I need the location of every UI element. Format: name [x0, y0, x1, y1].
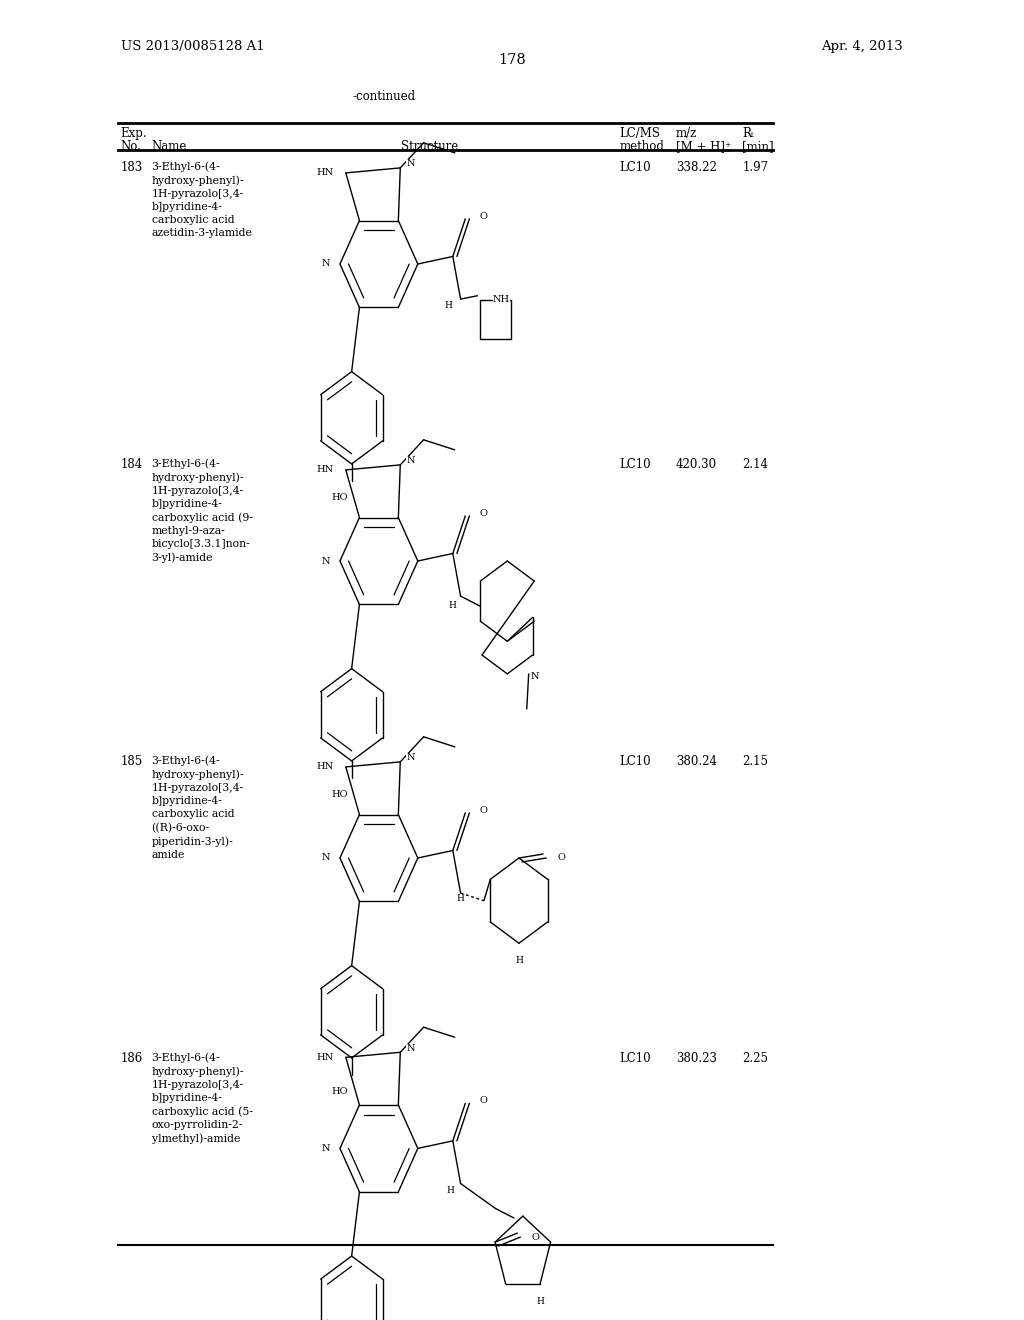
Text: 3-Ethyl-6-(4-
hydroxy-phenyl)-
1H-pyrazolo[3,4-
b]pyridine-4-
carboxylic acid
az: 3-Ethyl-6-(4- hydroxy-phenyl)- 1H-pyrazo…: [152, 161, 253, 239]
Text: O: O: [479, 211, 487, 220]
Text: LC10: LC10: [620, 161, 651, 174]
Text: H: H: [457, 894, 465, 903]
Text: 2.14: 2.14: [742, 458, 768, 471]
Text: method: method: [620, 140, 665, 153]
Text: HN: HN: [316, 763, 334, 771]
Text: N: N: [322, 260, 330, 268]
Text: 3-Ethyl-6-(4-
hydroxy-phenyl)-
1H-pyrazolo[3,4-
b]pyridine-4-
carboxylic acid (9: 3-Ethyl-6-(4- hydroxy-phenyl)- 1H-pyrazo…: [152, 458, 253, 564]
Text: No.: No.: [121, 140, 141, 153]
Text: US 2013/0085128 A1: US 2013/0085128 A1: [121, 40, 264, 53]
Text: [min]: [min]: [742, 140, 774, 153]
Text: 2.25: 2.25: [742, 1052, 768, 1065]
Text: N: N: [407, 1044, 415, 1053]
Text: O: O: [479, 1096, 487, 1105]
Text: 184: 184: [121, 458, 143, 471]
Text: O: O: [479, 805, 487, 814]
Text: 178: 178: [498, 53, 526, 67]
Text: H: H: [446, 1185, 455, 1195]
Text: N: N: [322, 1144, 330, 1152]
Text: 183: 183: [121, 161, 143, 174]
Text: N: N: [407, 754, 415, 763]
Text: O: O: [479, 508, 487, 517]
Text: HO: HO: [331, 1088, 347, 1097]
Text: m/z: m/z: [676, 127, 697, 140]
Text: N: N: [530, 672, 540, 681]
Text: HN: HN: [316, 1053, 334, 1061]
Text: 2.15: 2.15: [742, 755, 768, 768]
Text: 338.22: 338.22: [676, 161, 717, 174]
Text: H: H: [449, 601, 457, 610]
Text: Structure: Structure: [401, 140, 459, 153]
Text: N: N: [322, 854, 330, 862]
Text: [M + H]⁺: [M + H]⁺: [676, 140, 731, 153]
Text: 1.97: 1.97: [742, 161, 769, 174]
Text: HN: HN: [316, 466, 334, 474]
Text: 380.24: 380.24: [676, 755, 717, 768]
Text: Apr. 4, 2013: Apr. 4, 2013: [821, 40, 903, 53]
Text: HO: HO: [331, 791, 347, 800]
Text: LC10: LC10: [620, 458, 651, 471]
Text: H: H: [537, 1298, 544, 1307]
Text: H: H: [444, 301, 453, 310]
Text: O: O: [557, 854, 565, 862]
Text: 420.30: 420.30: [676, 458, 717, 471]
Text: 3-Ethyl-6-(4-
hydroxy-phenyl)-
1H-pyrazolo[3,4-
b]pyridine-4-
carboxylic acid (5: 3-Ethyl-6-(4- hydroxy-phenyl)- 1H-pyrazo…: [152, 1052, 253, 1144]
Text: Exp.: Exp.: [121, 127, 147, 140]
Text: O: O: [531, 1233, 540, 1242]
Text: Name: Name: [152, 140, 187, 153]
Text: LC/MS: LC/MS: [620, 127, 660, 140]
Text: LC10: LC10: [620, 755, 651, 768]
Text: 185: 185: [121, 755, 143, 768]
Text: 3-Ethyl-6-(4-
hydroxy-phenyl)-
1H-pyrazolo[3,4-
b]pyridine-4-
carboxylic acid
((: 3-Ethyl-6-(4- hydroxy-phenyl)- 1H-pyrazo…: [152, 755, 244, 861]
Text: N: N: [407, 457, 415, 466]
Text: 186: 186: [121, 1052, 143, 1065]
Text: HN: HN: [316, 169, 334, 177]
Text: NH: NH: [493, 296, 510, 304]
Text: -continued: -continued: [352, 90, 416, 103]
Text: HO: HO: [331, 494, 347, 503]
Text: N: N: [322, 557, 330, 565]
Text: H: H: [515, 957, 523, 965]
Text: LC10: LC10: [620, 1052, 651, 1065]
Text: N: N: [407, 160, 415, 169]
Text: 380.23: 380.23: [676, 1052, 717, 1065]
Text: Rₜ: Rₜ: [742, 127, 754, 140]
